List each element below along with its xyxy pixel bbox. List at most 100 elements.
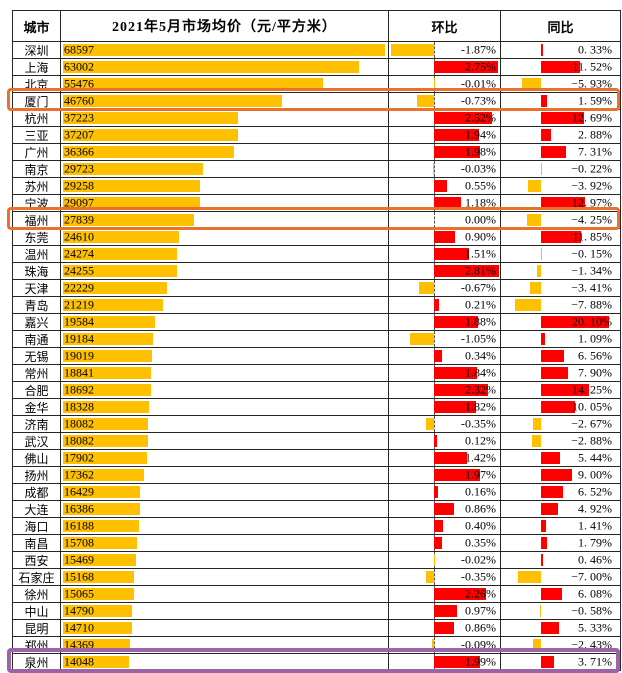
city-cell[interactable]: 青岛 <box>13 297 61 314</box>
price-cell[interactable]: 17362 <box>61 467 389 484</box>
price-cell[interactable]: 15708 <box>61 535 389 552</box>
price-cell[interactable]: 29258 <box>61 178 389 195</box>
city-cell[interactable]: 中山 <box>13 603 61 620</box>
city-cell[interactable]: 珠海 <box>13 263 61 280</box>
price-cell[interactable]: 19019 <box>61 348 389 365</box>
mom-cell[interactable]: -0.73% <box>389 93 501 110</box>
mom-cell[interactable]: -0.67% <box>389 280 501 297</box>
city-cell[interactable]: 常州 <box>13 365 61 382</box>
city-cell[interactable]: 宁波 <box>13 195 61 212</box>
price-cell[interactable]: 27839 <box>61 212 389 229</box>
price-cell[interactable]: 15168 <box>61 569 389 586</box>
mom-cell[interactable]: 0.86% <box>389 501 501 518</box>
price-cell[interactable]: 55476 <box>61 76 389 93</box>
price-cell[interactable]: 14710 <box>61 620 389 637</box>
yoy-cell[interactable]: 1. 79% <box>501 535 621 552</box>
mom-cell[interactable]: 0.16% <box>389 484 501 501</box>
price-cell[interactable]: 18328 <box>61 399 389 416</box>
mom-cell[interactable]: -1.87% <box>389 42 501 59</box>
mom-cell[interactable]: 2.75% <box>389 59 501 76</box>
mom-cell[interactable]: 0.34% <box>389 348 501 365</box>
mom-cell[interactable]: 1.82% <box>389 399 501 416</box>
mom-cell[interactable]: 2.32% <box>389 382 501 399</box>
yoy-cell[interactable]: 6. 08% <box>501 586 621 603</box>
city-cell[interactable]: 无锡 <box>13 348 61 365</box>
city-cell[interactable]: 合肥 <box>13 382 61 399</box>
mom-cell[interactable]: 1.42% <box>389 450 501 467</box>
yoy-cell[interactable]: −2. 67% <box>501 416 621 433</box>
price-cell[interactable]: 15469 <box>61 552 389 569</box>
price-cell[interactable]: 68597 <box>61 42 389 59</box>
mom-cell[interactable]: 1.51% <box>389 246 501 263</box>
yoy-cell[interactable]: 0. 46% <box>501 552 621 569</box>
mom-cell[interactable]: 0.86% <box>389 620 501 637</box>
city-cell[interactable]: 郑州 <box>13 637 61 654</box>
yoy-cell[interactable]: 20. 10% <box>501 314 621 331</box>
mom-cell[interactable]: -0.01% <box>389 76 501 93</box>
city-cell[interactable]: 徐州 <box>13 586 61 603</box>
price-cell[interactable]: 19584 <box>61 314 389 331</box>
mom-cell[interactable]: -0.35% <box>389 416 501 433</box>
yoy-cell[interactable]: −4. 25% <box>501 212 621 229</box>
price-cell[interactable]: 22229 <box>61 280 389 297</box>
city-cell[interactable]: 深圳 <box>13 42 61 59</box>
mom-cell[interactable]: -0.03% <box>389 161 501 178</box>
header-mom-cell[interactable]: 环比 <box>389 11 501 42</box>
yoy-cell[interactable]: 1. 09% <box>501 331 621 348</box>
city-cell[interactable]: 嘉兴 <box>13 314 61 331</box>
yoy-cell[interactable]: 4. 92% <box>501 501 621 518</box>
city-cell[interactable]: 南昌 <box>13 535 61 552</box>
mom-cell[interactable]: 1.84% <box>389 365 501 382</box>
city-cell[interactable]: 南京 <box>13 161 61 178</box>
city-cell[interactable]: 杭州 <box>13 110 61 127</box>
mom-cell[interactable]: 2.81% <box>389 263 501 280</box>
city-cell[interactable]: 海口 <box>13 518 61 535</box>
price-cell[interactable]: 21219 <box>61 297 389 314</box>
mom-cell[interactable]: 1.97% <box>389 467 501 484</box>
header-city-cell[interactable]: 城市 <box>13 11 61 42</box>
yoy-cell[interactable]: −0. 15% <box>501 246 621 263</box>
city-cell[interactable]: 石家庄 <box>13 569 61 586</box>
yoy-cell[interactable]: 5. 44% <box>501 450 621 467</box>
city-cell[interactable]: 金华 <box>13 399 61 416</box>
city-cell[interactable]: 三亚 <box>13 127 61 144</box>
header-yoy-cell[interactable]: 同比 <box>501 11 621 42</box>
price-cell[interactable]: 14790 <box>61 603 389 620</box>
price-cell[interactable]: 14369 <box>61 637 389 654</box>
mom-cell[interactable]: 2.26% <box>389 586 501 603</box>
mom-cell[interactable]: 0.12% <box>389 433 501 450</box>
mom-cell[interactable]: 2.52% <box>389 110 501 127</box>
city-cell[interactable]: 广州 <box>13 144 61 161</box>
city-cell[interactable]: 温州 <box>13 246 61 263</box>
city-cell[interactable]: 东莞 <box>13 229 61 246</box>
mom-cell[interactable]: -0.02% <box>389 552 501 569</box>
city-cell[interactable]: 南通 <box>13 331 61 348</box>
mom-cell[interactable]: -1.05% <box>389 331 501 348</box>
mom-cell[interactable]: 1.18% <box>389 195 501 212</box>
price-cell[interactable]: 18082 <box>61 416 389 433</box>
yoy-cell[interactable]: 5. 33% <box>501 620 621 637</box>
yoy-cell[interactable]: −0. 58% <box>501 603 621 620</box>
mom-cell[interactable]: 0.90% <box>389 229 501 246</box>
price-cell[interactable]: 24255 <box>61 263 389 280</box>
price-cell[interactable]: 18082 <box>61 433 389 450</box>
header-price-cell[interactable]: 2021年5月市场均价（元/平方米） <box>61 11 389 42</box>
city-cell[interactable]: 武汉 <box>13 433 61 450</box>
price-cell[interactable]: 24610 <box>61 229 389 246</box>
mom-cell[interactable]: 1.99% <box>389 654 501 671</box>
price-cell[interactable]: 37207 <box>61 127 389 144</box>
price-cell[interactable]: 46760 <box>61 93 389 110</box>
yoy-cell[interactable]: 12. 97% <box>501 195 621 212</box>
price-cell[interactable]: 16429 <box>61 484 389 501</box>
city-cell[interactable]: 佛山 <box>13 450 61 467</box>
yoy-cell[interactable]: −7. 88% <box>501 297 621 314</box>
city-cell[interactable]: 北京 <box>13 76 61 93</box>
yoy-cell[interactable]: 1. 41% <box>501 518 621 535</box>
city-cell[interactable]: 扬州 <box>13 467 61 484</box>
yoy-cell[interactable]: 10. 05% <box>501 399 621 416</box>
price-cell[interactable]: 18692 <box>61 382 389 399</box>
yoy-cell[interactable]: −2. 43% <box>501 637 621 654</box>
yoy-cell[interactable]: 9. 00% <box>501 467 621 484</box>
mom-cell[interactable]: -0.09% <box>389 637 501 654</box>
mom-cell[interactable]: 1.94% <box>389 127 501 144</box>
